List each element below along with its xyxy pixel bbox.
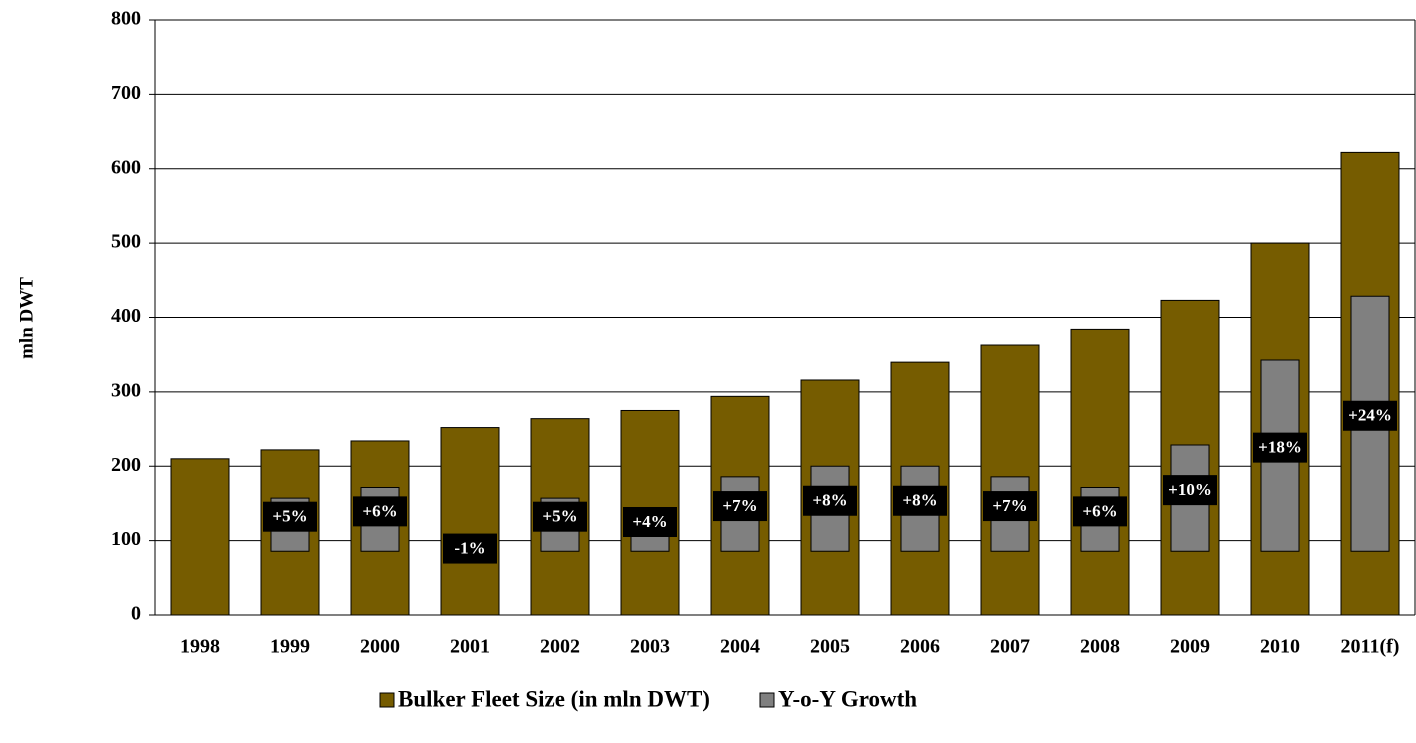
data-label: +7%	[722, 496, 757, 515]
data-label: +7%	[992, 496, 1027, 515]
x-tick-label: 2002	[540, 636, 580, 658]
data-label-box	[623, 507, 677, 537]
y-tick-label: 200	[111, 454, 141, 476]
data-label-box	[353, 496, 407, 527]
data-label: +6%	[362, 501, 397, 520]
x-tick-label: 2000	[360, 636, 400, 658]
y-tick-label: 300	[111, 379, 141, 401]
data-label: +24%	[1348, 406, 1392, 425]
x-tick-label: 2003	[630, 636, 670, 658]
y-tick-label: 800	[111, 8, 141, 30]
data-label: +8%	[812, 491, 847, 510]
y-tick-label: 600	[111, 156, 141, 178]
data-label: +6%	[1082, 501, 1117, 520]
x-tick-label: 2005	[810, 636, 850, 658]
legend-swatch	[379, 692, 395, 708]
bar	[170, 458, 230, 616]
y-tick-label: 400	[111, 305, 141, 327]
bar	[440, 427, 500, 616]
y-tick-label: 500	[111, 231, 141, 253]
data-label-box	[1253, 432, 1307, 463]
x-tick-label: 2008	[1080, 636, 1120, 658]
x-tick-label: 1998	[180, 636, 220, 658]
data-label: +8%	[902, 491, 937, 510]
bar	[1070, 328, 1130, 616]
legend-label: Bulker Fleet Size (in mln DWT)	[398, 686, 710, 711]
data-label-box	[713, 491, 767, 522]
data-label-box	[263, 501, 317, 532]
data-label-box	[1163, 475, 1217, 506]
x-tick-label: 2009	[1170, 636, 1210, 658]
x-tick-label: 2004	[720, 636, 760, 658]
y-tick-label: 0	[131, 603, 141, 625]
x-tick-label: 1999	[270, 636, 310, 658]
data-label: +5%	[542, 507, 577, 526]
data-label: +4%	[632, 512, 667, 531]
x-tick-label: 2011(f)	[1341, 636, 1400, 658]
x-tick-label: 2001	[450, 636, 490, 658]
data-label-box	[1073, 496, 1127, 527]
data-label-box	[893, 485, 947, 516]
data-label-box	[803, 485, 857, 516]
x-tick-label: 2010	[1260, 636, 1300, 658]
data-label-box	[533, 501, 587, 532]
data-label: +10%	[1168, 480, 1212, 499]
data-label-box	[983, 491, 1037, 522]
data-label: -1%	[454, 538, 485, 557]
y-axis-title: mln DWT	[16, 277, 37, 359]
data-label: +18%	[1258, 438, 1302, 457]
legend-label: Y-o-Y Growth	[778, 686, 917, 711]
legend-swatch	[759, 692, 775, 708]
data-label-box	[1343, 400, 1397, 431]
y-tick-label: 100	[111, 528, 141, 550]
x-tick-label: 2007	[990, 636, 1030, 658]
data-label-box	[443, 533, 497, 564]
x-tick-label: 2006	[900, 636, 940, 658]
y-tick-label: 700	[111, 82, 141, 104]
data-label: +5%	[272, 507, 307, 526]
